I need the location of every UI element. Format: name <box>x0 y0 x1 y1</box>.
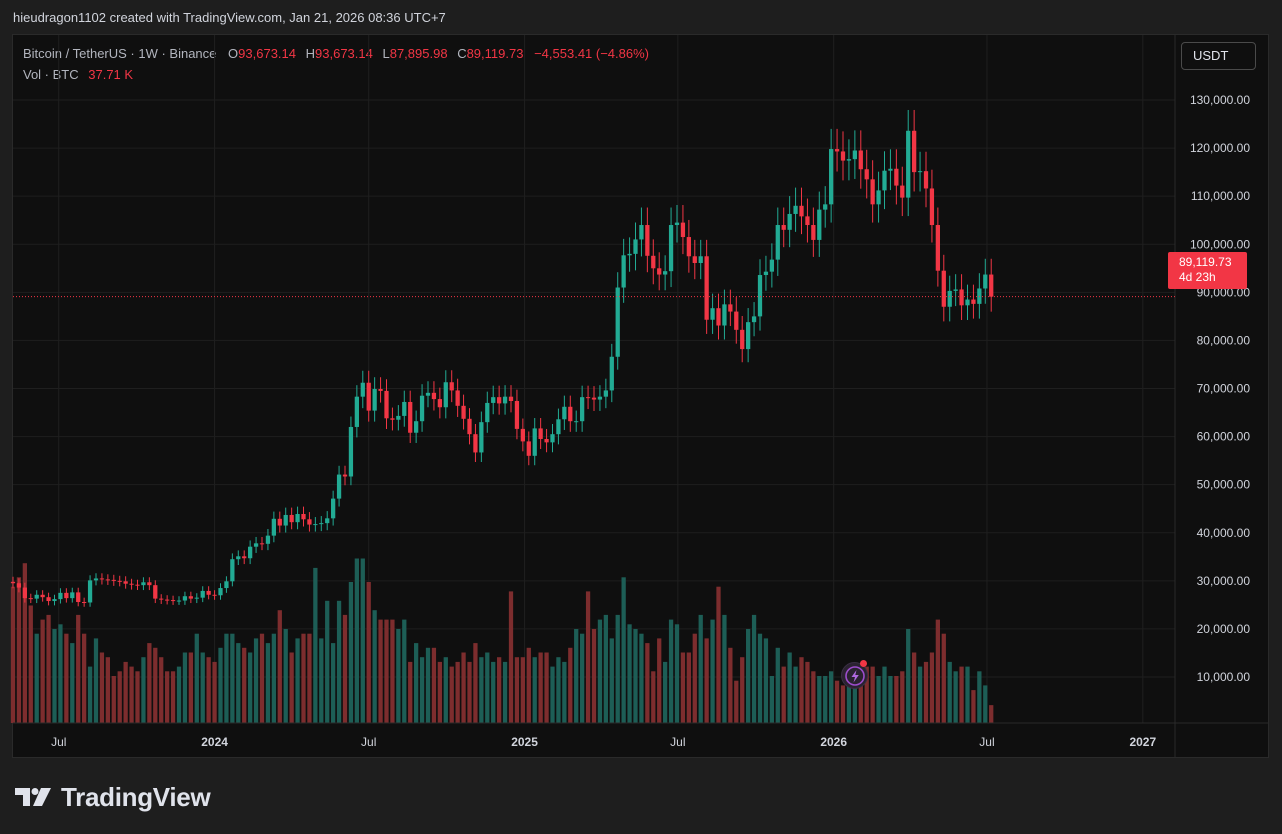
high-label: H <box>305 46 316 61</box>
last-price-label: 89,119.73 4d 23h <box>1168 252 1247 289</box>
high-value: 93,673.14 <box>315 46 373 61</box>
brand-name: TradingView <box>61 781 211 812</box>
volume-label: Vol · BTC <box>23 67 79 82</box>
open-value: 93,673.14 <box>238 46 296 61</box>
ohlc-legend: Bitcoin / TetherUS · 1W · Binance O93,67… <box>23 46 649 61</box>
notification-dot <box>860 660 867 667</box>
close-label: C <box>457 46 467 61</box>
volume-legend: Vol · BTC 37.71 K <box>23 67 133 82</box>
flash-button[interactable] <box>841 662 868 689</box>
change-value: −4,553.41 (−4.86%) <box>534 46 649 61</box>
open-label: O <box>228 46 239 61</box>
volume-value: 37.71 K <box>88 67 134 82</box>
brand-footer: TradingView <box>15 781 211 812</box>
symbol-description: Bitcoin / TetherUS · 1W · Binance <box>23 46 217 61</box>
last-price-value: 89,119.73 <box>1179 255 1232 269</box>
tradingview-logo-icon <box>15 788 51 806</box>
lightning-icon <box>845 666 865 686</box>
bar-countdown: 4d 23h <box>1179 270 1216 284</box>
low-label: L <box>382 46 390 61</box>
low-value: 87,895.98 <box>389 46 448 61</box>
chart-credit: hieudragon1102 created with TradingView.… <box>13 10 446 25</box>
chart-panel[interactable]: Bitcoin / TetherUS · 1W · Binance O93,67… <box>12 34 1269 758</box>
currency-button[interactable]: USDT <box>1181 42 1256 70</box>
close-value: 89,119.73 <box>466 46 524 61</box>
